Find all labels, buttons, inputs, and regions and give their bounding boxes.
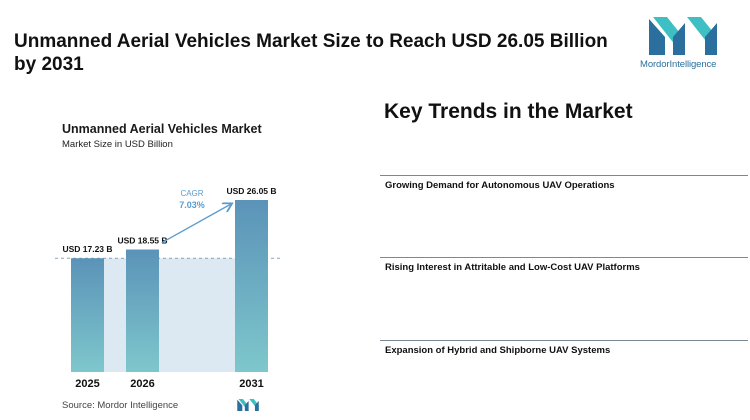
bar-2025 — [71, 258, 104, 372]
trend-item-1: Growing Demand for Autonomous UAV Operat… — [380, 175, 748, 191]
x-tick-2031: 2031 — [239, 378, 263, 390]
value-label-2031: USD 26.05 B — [226, 186, 276, 196]
value-label-2026: USD 18.55 B — [117, 236, 167, 246]
cagr-value: 7.03% — [179, 200, 205, 210]
brand-mark-icon — [649, 17, 717, 55]
cagr-label: CAGR — [180, 189, 203, 198]
x-tick-2025: 2025 — [75, 378, 99, 390]
chart-title: Unmanned Aerial Vehicles Market — [62, 122, 262, 136]
trend-item-3: Expansion of Hybrid and Shipborne UAV Sy… — [380, 340, 748, 356]
brand-name: MordorIntelligence — [640, 59, 717, 70]
chart-subtitle: Market Size in USD Billion — [62, 139, 173, 150]
page-headline: Unmanned Aerial Vehicles Market Size to … — [14, 31, 608, 75]
cagr-arrow — [161, 204, 231, 244]
chart-source: Source: Mordor Intelligence — [62, 400, 179, 411]
value-label-2025: USD 17.23 B — [62, 244, 112, 254]
trends-title: Key Trends in the Market — [384, 100, 633, 123]
bar-2026 — [126, 249, 159, 372]
bar-chart: USD 17.23 B 2025 USD 18.55 B 2026 USD 26.05 … — [55, 186, 280, 390]
bar-2031 — [235, 200, 268, 372]
brand-logo: MordorIntelligence — [640, 17, 722, 77]
trend-item-2: Rising Interest in Attritable and Low-Co… — [380, 257, 748, 273]
source-brand-icon — [237, 399, 259, 411]
x-tick-2026: 2026 — [130, 378, 154, 390]
